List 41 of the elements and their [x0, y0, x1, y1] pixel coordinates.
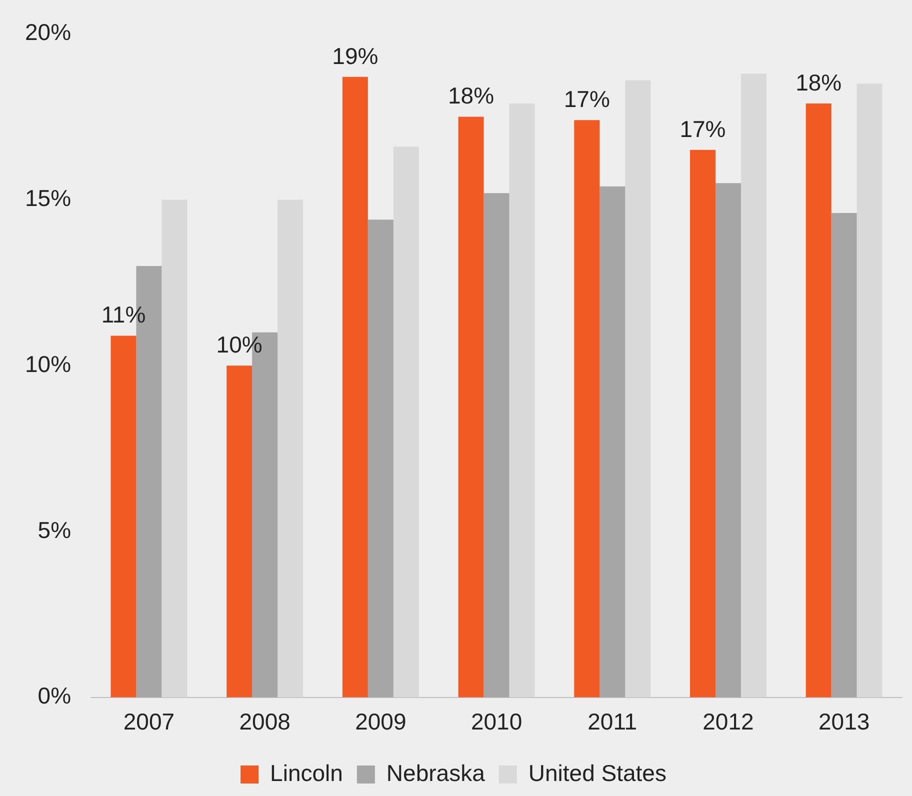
data-label: 17% [564, 86, 610, 112]
bar [484, 193, 510, 698]
data-label: 19% [332, 42, 378, 69]
bar [715, 183, 741, 698]
bar [458, 116, 484, 698]
legend-label: United States [528, 760, 666, 786]
x-tick-label: 2008 [239, 708, 290, 735]
bar [831, 212, 857, 698]
bar [740, 74, 766, 698]
bar [226, 366, 252, 698]
x-tick-label: 2011 [588, 708, 638, 735]
bar [509, 103, 535, 698]
data-label: 17% [680, 116, 726, 142]
bar [574, 120, 600, 698]
legend-label: Lincoln [270, 760, 343, 786]
bar [278, 200, 304, 698]
data-label: 18% [448, 82, 494, 109]
bar [368, 220, 394, 698]
legend-label: Nebraska [386, 760, 486, 786]
bar [600, 186, 626, 698]
x-tick-label: 2010 [470, 708, 522, 735]
bar [342, 76, 368, 698]
bar [393, 146, 419, 698]
bar [856, 84, 882, 698]
x-tick-label: 2012 [702, 708, 754, 735]
x-tick-label: 2009 [355, 708, 406, 735]
y-tick-label: 5% [38, 516, 72, 543]
bar [110, 336, 136, 698]
x-tick-label: 2007 [123, 708, 175, 735]
data-label: 10% [216, 331, 262, 358]
data-label: 18% [796, 69, 842, 96]
y-tick-label: 20% [24, 19, 72, 46]
bar [806, 103, 832, 698]
y-tick-label: 0% [38, 682, 72, 709]
bar [162, 200, 188, 698]
y-tick-label: 10% [24, 350, 72, 377]
data-label: 11% [101, 302, 146, 328]
x-tick-label: 2013 [818, 708, 870, 735]
bar [690, 150, 716, 698]
y-tick-label: 15% [24, 185, 72, 212]
bar [625, 80, 651, 698]
